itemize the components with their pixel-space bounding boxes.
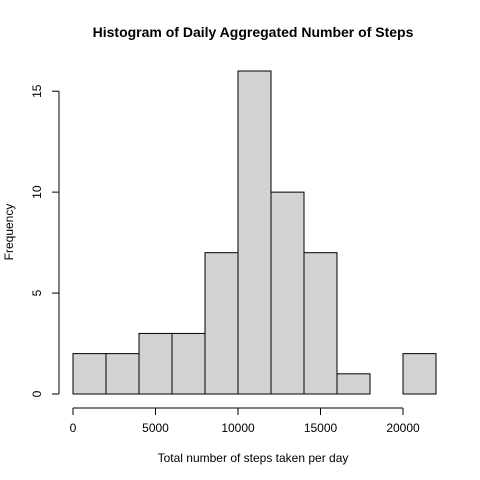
x-axis-label: Total number of steps taken per day	[158, 451, 349, 465]
x-tick-label: 5000	[142, 421, 169, 435]
histogram-bar	[270, 191, 305, 395]
histogram-bar	[138, 332, 173, 395]
histogram-bar	[72, 353, 107, 395]
y-tick-label: 10	[30, 185, 44, 199]
y-tick-label: 15	[30, 84, 44, 98]
histogram-bar	[204, 252, 239, 395]
histogram-bar	[402, 353, 437, 395]
x-axis: 0 5000 10000 15000 20000	[70, 407, 420, 435]
y-axis: 0 5 10 15	[30, 84, 60, 397]
x-tick-label: 20000	[386, 421, 420, 435]
histogram-bar	[171, 332, 206, 395]
x-tick-label: 10000	[221, 421, 255, 435]
histogram-bar	[336, 373, 371, 395]
histogram-bar	[303, 252, 338, 395]
x-tick-label: 15000	[304, 421, 338, 435]
histogram-bar	[237, 70, 272, 395]
chart-title: Histogram of Daily Aggregated Number of …	[93, 24, 414, 40]
y-tick-label: 5	[30, 289, 44, 296]
y-axis-label: Frequency	[2, 204, 16, 261]
x-tick-label: 0	[70, 421, 77, 435]
bars-group	[72, 70, 437, 395]
histogram-bar	[105, 353, 140, 395]
y-tick-label: 0	[30, 390, 44, 397]
